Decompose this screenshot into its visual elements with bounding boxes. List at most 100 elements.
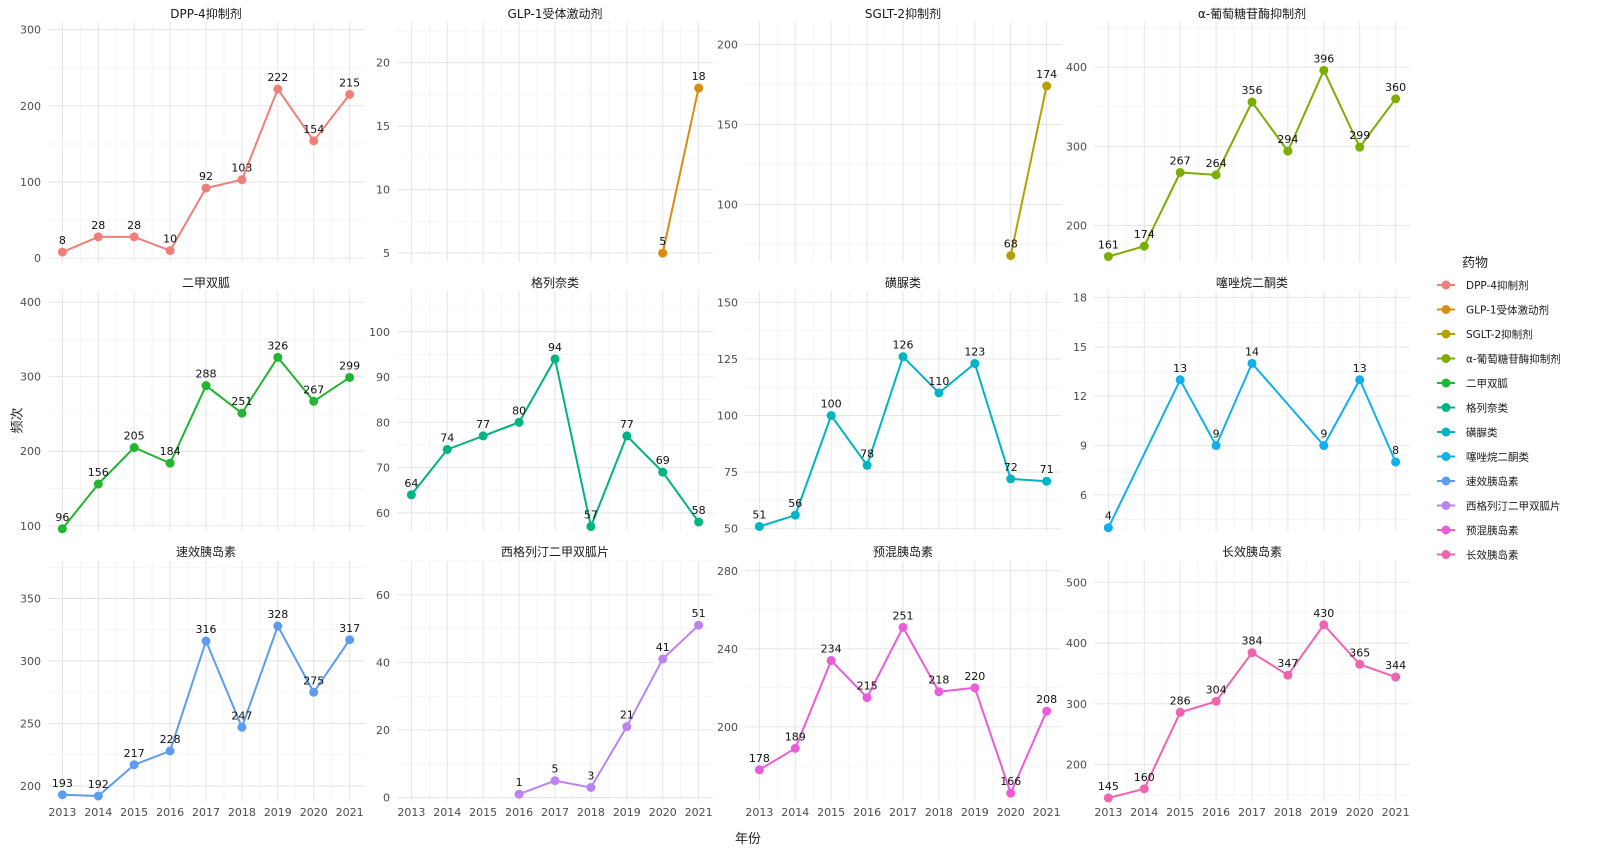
data-point <box>129 760 139 770</box>
x-tick-label: 2018 <box>228 806 256 819</box>
data-point <box>93 791 103 801</box>
data-label: 78 <box>860 447 874 460</box>
data-point <box>1355 142 1365 152</box>
panel: 200 240 280 2013 2014 2015 2016 2017 2018 2019 202… <box>717 544 1061 819</box>
data-label: 4 <box>1105 510 1112 523</box>
y-tick-label: 60 <box>376 507 390 520</box>
data-label: 72 <box>1004 461 1018 474</box>
y-tick-label: 12 <box>1073 390 1087 403</box>
series-line <box>661 87 700 254</box>
x-tick-label: 2015 <box>469 806 497 819</box>
data-label: 215 <box>857 680 878 693</box>
data-label: 14 <box>1245 345 1259 358</box>
data-point <box>237 722 247 732</box>
data-label: 123 <box>964 345 985 358</box>
y-tick-label: 70 <box>376 462 390 475</box>
data-point <box>586 521 596 531</box>
data-label: 396 <box>1313 52 1334 65</box>
data-label: 326 <box>267 339 288 352</box>
data-label: 161 <box>1098 238 1119 251</box>
panel: 50 75 100 125 150 磺脲类 51 56 100 78 126 110 123 72 71 <box>717 276 1061 536</box>
data-label: 13 <box>1353 362 1367 375</box>
data-label: 160 <box>1134 771 1155 784</box>
data-point <box>237 408 247 418</box>
x-tick-label: 2016 <box>1202 806 1230 819</box>
data-point <box>1103 523 1113 533</box>
y-tick-label: 280 <box>717 565 738 578</box>
data-label: 94 <box>548 341 562 354</box>
y-tick-label: 300 <box>20 24 41 37</box>
data-label: 8 <box>59 234 66 247</box>
y-tick-label: 20 <box>376 57 390 70</box>
x-tick-label: 2019 <box>613 806 641 819</box>
legend-title: 药物 <box>1462 256 1489 271</box>
legend-key-point <box>1441 378 1451 388</box>
data-label: 145 <box>1098 780 1119 793</box>
data-label: 356 <box>1242 84 1263 97</box>
data-point <box>1006 474 1016 484</box>
data-label: 103 <box>231 162 252 175</box>
series-line <box>1009 85 1048 256</box>
y-tick-label: 0 <box>383 792 390 805</box>
data-point <box>1391 457 1401 467</box>
legend-label: 预混胰岛素 <box>1466 524 1519 537</box>
data-point <box>345 89 355 99</box>
data-point <box>57 790 67 800</box>
panel-title: 西格列汀二甲双胍片 <box>501 544 609 559</box>
legend-label: 磺脲类 <box>1466 426 1498 439</box>
y-tick-label: 200 <box>717 38 738 51</box>
data-point <box>826 411 836 421</box>
data-point <box>658 467 668 477</box>
data-point <box>1319 441 1329 451</box>
data-label: 174 <box>1036 68 1057 81</box>
panel-title: 噻唑烷二酮类 <box>1216 275 1288 290</box>
data-point <box>1175 375 1185 385</box>
x-tick-label: 2020 <box>1346 806 1374 819</box>
data-label: 430 <box>1313 607 1334 620</box>
data-point <box>478 431 488 441</box>
y-tick-label: 100 <box>20 176 41 189</box>
y-tick-label: 300 <box>1066 698 1087 711</box>
data-point <box>1355 659 1365 669</box>
x-tick-label: 2015 <box>120 806 148 819</box>
panel-title: 二甲双胍 <box>182 275 230 290</box>
data-label: 28 <box>127 219 141 232</box>
panel-title: DPP-4抑制剂 <box>170 6 241 21</box>
data-label: 80 <box>512 404 526 417</box>
data-label: 9 <box>1320 428 1327 441</box>
x-tick-label: 2016 <box>156 806 184 819</box>
data-point <box>273 84 283 94</box>
panel: 200 300 400 500 2013 2014 2015 2016 2017 2018 2019… <box>1066 544 1410 819</box>
data-point <box>237 175 247 185</box>
data-point <box>1042 476 1052 486</box>
panel: 100 150 200 SGLT-2抑制剂 68 174 <box>717 6 1061 262</box>
data-point <box>201 183 211 193</box>
y-tick-label: 400 <box>20 296 41 309</box>
data-label: 13 <box>1173 362 1187 375</box>
data-label: 286 <box>1170 694 1191 707</box>
x-tick-label: 2015 <box>1166 806 1194 819</box>
data-point <box>57 524 67 534</box>
data-label: 317 <box>339 622 360 635</box>
data-label: 58 <box>692 504 706 517</box>
data-label: 189 <box>785 730 806 743</box>
y-tick-label: 0 <box>34 252 41 265</box>
y-tick-label: 200 <box>20 780 41 793</box>
x-tick-label: 2019 <box>264 806 292 819</box>
y-tick-label: 50 <box>724 523 738 536</box>
data-label: 92 <box>199 170 213 183</box>
data-point <box>694 517 704 527</box>
data-point <box>754 765 764 775</box>
x-tick-label: 2017 <box>889 806 917 819</box>
data-label: 205 <box>124 430 145 443</box>
data-point <box>1391 94 1401 104</box>
data-label: 267 <box>303 383 324 396</box>
x-tick-label: 2017 <box>1238 806 1266 819</box>
data-point <box>694 620 704 630</box>
data-label: 344 <box>1385 659 1406 672</box>
data-label: 251 <box>893 609 914 622</box>
x-tick-label: 2021 <box>685 806 713 819</box>
data-point <box>970 358 980 368</box>
data-label: 1 <box>516 776 523 789</box>
